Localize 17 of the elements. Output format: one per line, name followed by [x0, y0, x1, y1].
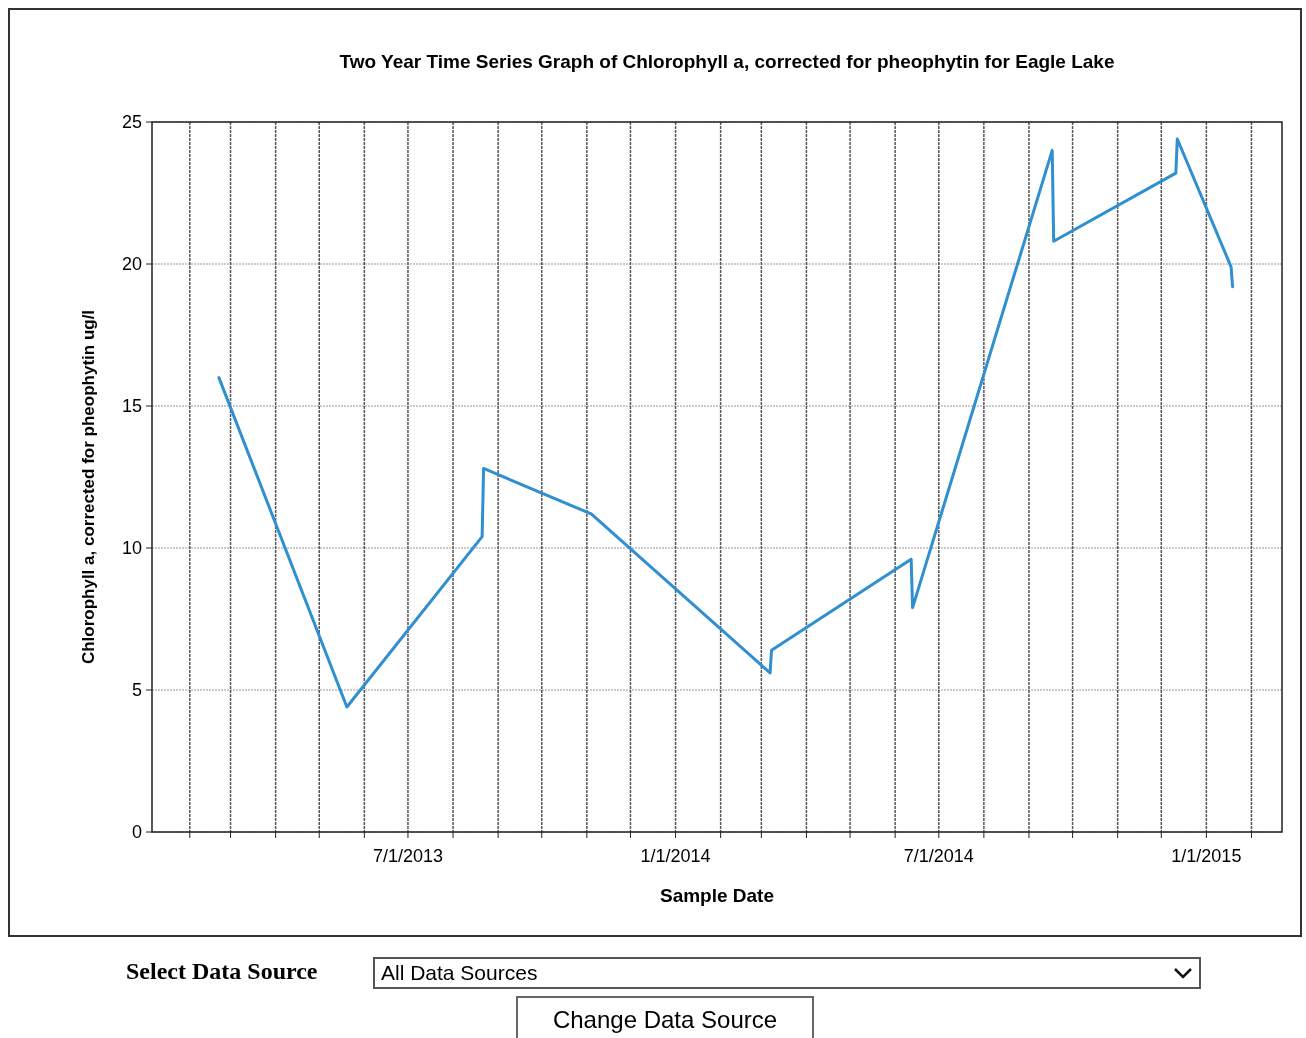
- y-tick-label: 0: [131, 822, 142, 843]
- button: Change Data Source: [516, 996, 814, 1038]
- x-axis-title: Sample Date: [659, 885, 775, 906]
- x-tick-label: 7/1/2013: [372, 846, 443, 866]
- select-field: All Data Sources: [373, 957, 1201, 989]
- x-tick-label: 1/1/2015: [1171, 846, 1242, 866]
- text: Select Data Source: [126, 958, 318, 985]
- chart-title: Two Year Time Series Graph of Chlorophyll a, corrected for pheophytin for Eagle Lake: [339, 51, 1115, 72]
- x-tick-label: 1/1/2014: [640, 846, 711, 866]
- y-tick-label: 25: [121, 112, 142, 133]
- y-axis-title: Chlorophyll a, corrected for pheophytin ug/l: [79, 309, 98, 665]
- y-tick-label: 10: [121, 538, 142, 559]
- y-tick-label: 20: [121, 254, 142, 275]
- x-tick-label: 7/1/2014: [903, 846, 974, 866]
- y-tick-label: 15: [121, 396, 142, 417]
- line-series: [217, 137, 1235, 709]
- y-tick-label: 5: [131, 680, 142, 701]
